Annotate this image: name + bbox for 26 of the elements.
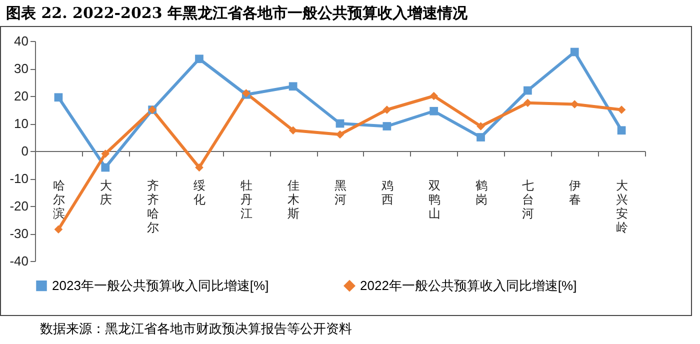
legend-label: 2023年一般公共预算收入同比增速[%] bbox=[52, 278, 269, 293]
x-tick-label: 七台河 bbox=[522, 178, 534, 220]
x-tick-label: 佳木斯 bbox=[288, 178, 300, 220]
x-tick-label: 绥化 bbox=[194, 178, 206, 206]
x-tick-label: 大庆 bbox=[100, 178, 112, 206]
x-tick-label: 黑河 bbox=[334, 178, 346, 206]
y-tick-label: 10 bbox=[14, 116, 28, 131]
x-tick-label: 齐齐哈尔 bbox=[146, 178, 159, 234]
x-tick-label: 伊春 bbox=[569, 178, 582, 206]
x-tick-label: 鹤岗 bbox=[475, 178, 488, 206]
x-tick-label: 鸡西 bbox=[380, 178, 394, 206]
legend-label: 2022年一般公共预算收入同比增速[%] bbox=[360, 278, 577, 293]
x-tick-label: 双鸭山 bbox=[428, 178, 440, 220]
x-tick-label: 哈尔滨 bbox=[52, 178, 65, 220]
y-tick-label: -30 bbox=[10, 226, 28, 241]
y-tick-label: -40 bbox=[10, 254, 28, 268]
y-tick-label: 30 bbox=[14, 61, 28, 76]
chart-title: 图表 22. 2022-2023 年黑龙江省各地市一般公共预算收入增速情况 bbox=[5, 3, 468, 24]
y-tick-label: 20 bbox=[14, 88, 28, 104]
source-note: 数据来源：黑龙江省各地市财政预决算报告等公开资料 bbox=[40, 321, 353, 338]
y-tick-label: 0 bbox=[21, 144, 28, 158]
x-tick-label: 大兴安岭 bbox=[616, 178, 628, 234]
y-tick-label: -20 bbox=[10, 198, 28, 214]
y-tick-label: -10 bbox=[10, 171, 28, 186]
x-tick-label: 牡丹江 bbox=[240, 178, 253, 220]
y-tick-label: 40 bbox=[14, 34, 28, 48]
